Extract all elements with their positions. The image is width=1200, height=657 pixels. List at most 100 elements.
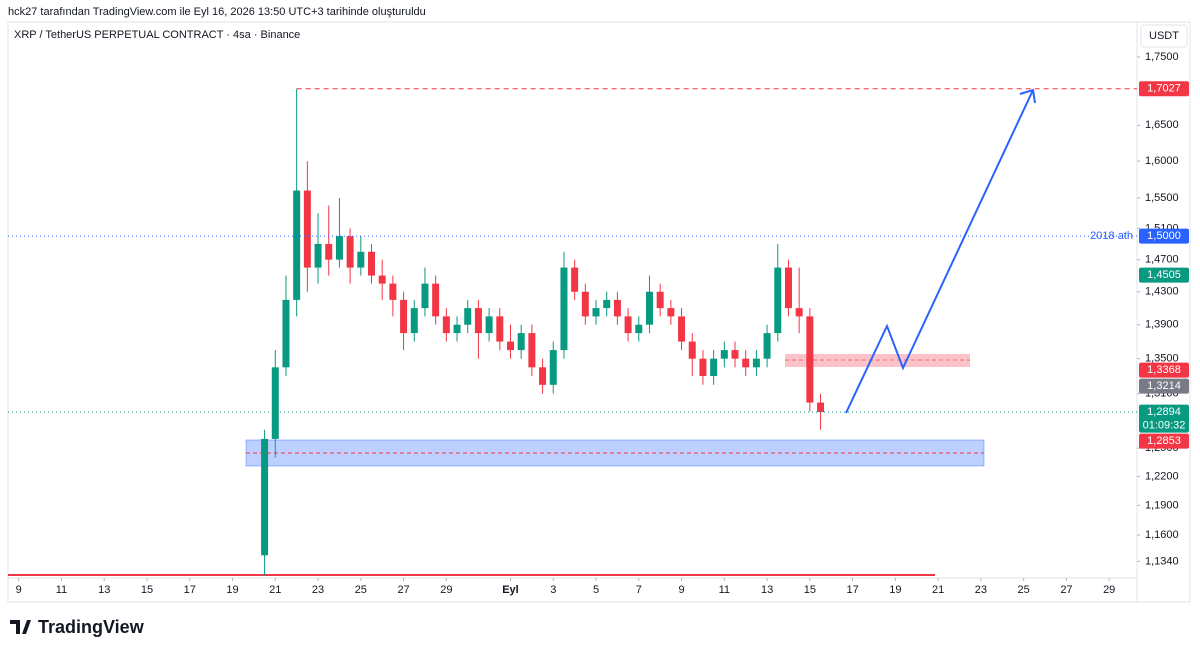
x-tick-label: 23	[975, 584, 987, 596]
x-tick-label: 25	[355, 584, 367, 596]
candle-body	[731, 350, 739, 359]
price-label-box	[1139, 433, 1189, 449]
price-label-box	[1139, 228, 1189, 244]
x-tick-label: Eyl	[502, 584, 519, 596]
x-tick-label: 29	[440, 584, 452, 596]
x-tick-label: 17	[846, 584, 858, 596]
candle-body	[293, 190, 301, 300]
candle-body	[795, 308, 803, 317]
y-tick-label: 1,6500	[1145, 119, 1179, 131]
candle-body	[442, 316, 450, 334]
x-tick-label: 11	[56, 584, 67, 596]
candle-body	[581, 291, 589, 317]
candle-body	[282, 299, 290, 368]
price-label-box	[1139, 81, 1189, 97]
x-tick-label: 13	[98, 584, 110, 596]
price-label: 1,3214	[1147, 380, 1181, 392]
candle-body	[378, 275, 386, 284]
candle-body	[453, 324, 461, 334]
price-label: 1,4505	[1147, 269, 1181, 281]
x-tick-label: 9	[678, 584, 684, 596]
candle-body	[699, 358, 707, 377]
x-tick-label: 19	[226, 584, 238, 596]
price-label-box	[1139, 378, 1189, 394]
candle-body	[592, 308, 600, 317]
candle-body	[474, 308, 482, 334]
candle-body	[528, 333, 536, 368]
y-tick-label: 1,5500	[1145, 192, 1179, 204]
price-label: 1,2894	[1147, 406, 1181, 418]
x-tick-label: 15	[804, 584, 816, 596]
y-tick-label: 1,4700	[1145, 254, 1179, 266]
x-tick-label: 7	[636, 584, 642, 596]
price-label-box	[1139, 362, 1189, 378]
x-tick-label: 19	[889, 584, 901, 596]
x-tick-label: 21	[932, 584, 944, 596]
candle-body	[774, 267, 782, 334]
x-tick-label: 15	[141, 584, 153, 596]
candle-body	[784, 267, 792, 309]
candle-body	[645, 291, 653, 325]
candle-body	[742, 358, 750, 368]
candle-body	[368, 251, 376, 276]
price-note: 2018 ath	[1090, 230, 1133, 242]
candle-body	[720, 350, 728, 359]
x-tick-label: 5	[593, 584, 599, 596]
price-label: 1,3368	[1147, 364, 1181, 376]
x-tick-label: 17	[184, 584, 196, 596]
candle-body	[421, 283, 429, 309]
price-label-box	[1139, 404, 1189, 433]
y-tick-label: 1,1340	[1145, 555, 1179, 567]
candle-body	[624, 316, 632, 334]
candle-body	[613, 299, 621, 317]
candle-body	[496, 316, 504, 342]
symbol-info: XRP / TetherUS PERPETUAL CONTRACT · 4sa …	[14, 29, 300, 41]
logo-mark	[10, 620, 31, 634]
candle-body	[389, 283, 397, 300]
x-tick-label: 11	[719, 584, 730, 596]
candle-body	[410, 308, 418, 334]
currency-box[interactable]	[1140, 24, 1188, 48]
candle-body	[314, 243, 322, 268]
y-tick-label: 1,1600	[1145, 529, 1179, 541]
y-tick-label: 1,3900	[1145, 319, 1179, 331]
candle-body	[303, 190, 311, 268]
countdown: 01:09:32	[1143, 419, 1186, 431]
candle-body	[656, 291, 664, 309]
candle-body	[400, 299, 408, 334]
candle-body	[485, 316, 493, 334]
price-label: 1,7027	[1147, 83, 1181, 95]
candle-body	[432, 283, 440, 317]
candle-body	[560, 267, 568, 351]
candle-body	[325, 243, 333, 260]
x-tick-label: 27	[397, 584, 409, 596]
x-tick-label: 23	[312, 584, 324, 596]
candle-body	[346, 236, 354, 268]
logo: TradingView	[10, 617, 145, 637]
y-tick-label: 1,7500	[1145, 51, 1179, 63]
x-tick-label: 21	[269, 584, 281, 596]
candle-body	[752, 358, 760, 368]
candle-body	[271, 367, 279, 439]
currency[interactable]: USDT	[1149, 30, 1179, 42]
candle-body	[603, 299, 611, 309]
x-tick-label: 13	[761, 584, 773, 596]
candle-body	[506, 341, 514, 351]
candle-body	[678, 316, 686, 342]
candle-body	[261, 438, 269, 556]
x-tick-label: 27	[1060, 584, 1072, 596]
y-tick-label: 1,1900	[1145, 499, 1179, 511]
candle-body	[688, 341, 696, 359]
candle-body	[710, 358, 718, 377]
x-tick-label: 29	[1103, 584, 1115, 596]
candle-body	[763, 333, 771, 359]
candle-body	[635, 324, 643, 334]
x-tick-label: 9	[16, 584, 22, 596]
candle-body	[806, 316, 814, 403]
x-tick-label: 25	[1018, 584, 1030, 596]
candle-body	[571, 267, 579, 292]
candles	[261, 88, 825, 576]
candle-body	[549, 350, 557, 385]
x-tick-label: 3	[550, 584, 556, 596]
projection-arrow	[845, 89, 1034, 414]
